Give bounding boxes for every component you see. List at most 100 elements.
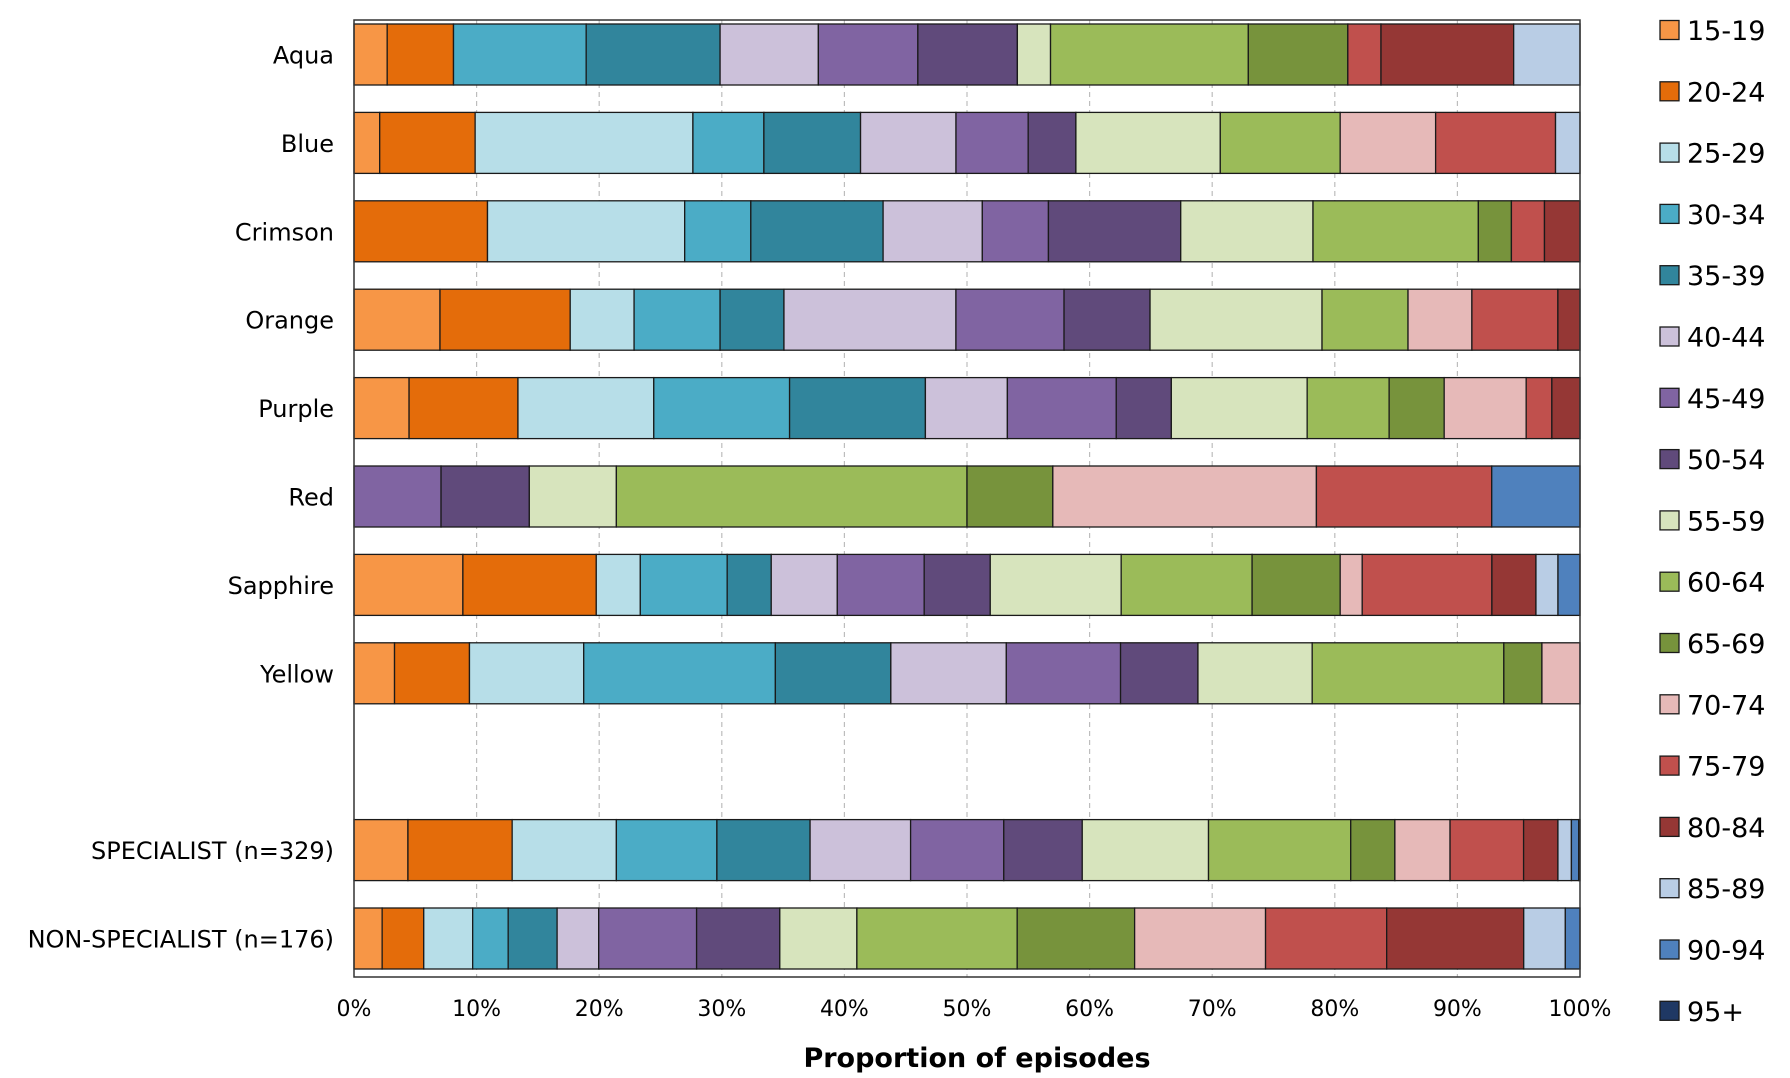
bar-segment xyxy=(1491,553,1537,617)
bar-segment xyxy=(615,465,968,528)
legend-item: 20-24 xyxy=(1659,77,1765,108)
legend-label: 75-79 xyxy=(1687,752,1765,783)
bar-segment xyxy=(859,111,957,175)
category-label: Aqua xyxy=(273,42,334,70)
bar-segment xyxy=(1247,23,1349,86)
x-tick-label: 10% xyxy=(452,997,501,1022)
bar-segment xyxy=(1115,376,1172,440)
x-tick-label: 70% xyxy=(1188,997,1237,1022)
bar-segment xyxy=(1394,818,1451,882)
category-label: Blue xyxy=(281,130,334,158)
bar-segment xyxy=(770,553,838,617)
bar-segment xyxy=(692,111,765,175)
bar-segment xyxy=(353,111,381,175)
bar-segment xyxy=(393,642,471,705)
legend-swatch xyxy=(1659,571,1680,592)
bar-segment xyxy=(1347,23,1382,86)
legend-label: 55-59 xyxy=(1687,506,1765,537)
bar-segment xyxy=(1063,288,1151,351)
bar-area xyxy=(353,23,1581,970)
bar-segment xyxy=(1005,642,1122,705)
plot-frame xyxy=(353,19,1581,978)
category-label: Crimson xyxy=(235,218,334,246)
bar-segment xyxy=(1449,818,1525,882)
bar-segment xyxy=(1551,376,1581,440)
bar-segment xyxy=(353,23,388,86)
x-tick-labels: 0% 10% 20% 30% 40% 50% 60% 70% 80% 90% 100% xyxy=(337,997,1612,1022)
legend-swatch xyxy=(1659,81,1680,102)
bar-segment xyxy=(598,907,698,970)
bar-segment xyxy=(1525,376,1553,440)
bar-segment xyxy=(1027,111,1077,175)
legend-swatch xyxy=(1659,19,1680,41)
legend-label: 85-89 xyxy=(1687,874,1765,905)
bar-segment xyxy=(353,553,464,617)
legend-item: 50-54 xyxy=(1659,445,1765,476)
bar-segment xyxy=(1311,642,1505,705)
category-label: SPECIALIST (n=329) xyxy=(91,837,334,865)
bar-segment xyxy=(472,907,509,970)
legend-label: 95+ xyxy=(1687,997,1744,1028)
bar-segment xyxy=(1541,642,1581,705)
bar-segment xyxy=(1522,818,1559,882)
bar-segment xyxy=(1149,288,1323,351)
bar-segment xyxy=(981,200,1050,263)
legend-item: 85-89 xyxy=(1659,874,1765,905)
bar-row xyxy=(353,200,1581,263)
x-tick-label: 20% xyxy=(575,997,624,1022)
bar-segment xyxy=(353,907,383,970)
bar-segment xyxy=(1306,376,1390,440)
bar-segment xyxy=(528,465,618,528)
category-label: Purple xyxy=(258,395,334,423)
bar-segment xyxy=(1510,200,1546,263)
bar-segment xyxy=(1564,907,1581,970)
bar-row xyxy=(353,553,1581,617)
bar-row xyxy=(353,288,1581,351)
legend-swatch xyxy=(1659,387,1680,408)
bar-segment xyxy=(955,111,1029,175)
legend-swatch xyxy=(1659,510,1680,531)
bar-segment xyxy=(1339,111,1437,175)
bar-segment xyxy=(1016,23,1052,86)
bar-segment xyxy=(719,288,785,351)
bar-segment xyxy=(955,288,1065,351)
bar-segment xyxy=(633,288,721,351)
x-tick-label: 0% xyxy=(337,997,372,1022)
legend-label: 65-69 xyxy=(1687,629,1765,660)
legend-swatch xyxy=(1659,448,1680,470)
bar-segment xyxy=(909,818,1005,882)
bar-segment xyxy=(1557,818,1573,882)
bar-segment xyxy=(583,642,777,705)
bar-segment xyxy=(1361,553,1493,617)
legend: 15-19 20-24 25-29 30-34 35-39 40-44 45-49 50-54… xyxy=(1659,16,1765,1028)
bar-segment xyxy=(353,642,396,705)
bar-segment xyxy=(1386,907,1525,970)
bar-row xyxy=(353,376,1581,440)
legend-item: 70-74 xyxy=(1659,690,1765,721)
bar-segment xyxy=(1133,907,1267,970)
legend-item: 90-94 xyxy=(1659,936,1765,967)
bar-segment xyxy=(1081,818,1210,882)
bar-segment xyxy=(726,553,772,617)
bar-segment xyxy=(750,200,884,263)
bar-segment xyxy=(585,23,721,86)
bar-row xyxy=(353,642,1581,705)
x-tick-label: 30% xyxy=(697,997,746,1022)
legend-label: 35-39 xyxy=(1687,261,1765,292)
bar-segment xyxy=(1554,111,1581,175)
bar-segment xyxy=(1321,288,1409,351)
legend-swatch xyxy=(1659,326,1680,347)
legend-item: 55-59 xyxy=(1659,506,1765,537)
bar-segment xyxy=(1047,200,1182,263)
bar-segment xyxy=(1388,376,1445,440)
legend-label: 25-29 xyxy=(1687,139,1765,170)
legend-label: 20-24 xyxy=(1687,77,1765,108)
bar-segment xyxy=(1339,553,1363,617)
bar-segment xyxy=(809,818,912,882)
bar-segment xyxy=(817,23,919,86)
bar-segment xyxy=(1264,907,1388,970)
legend-swatch xyxy=(1659,816,1680,838)
legend-swatch xyxy=(1659,265,1680,286)
x-tick-label: 80% xyxy=(1310,997,1359,1022)
bar-segment xyxy=(511,818,618,882)
